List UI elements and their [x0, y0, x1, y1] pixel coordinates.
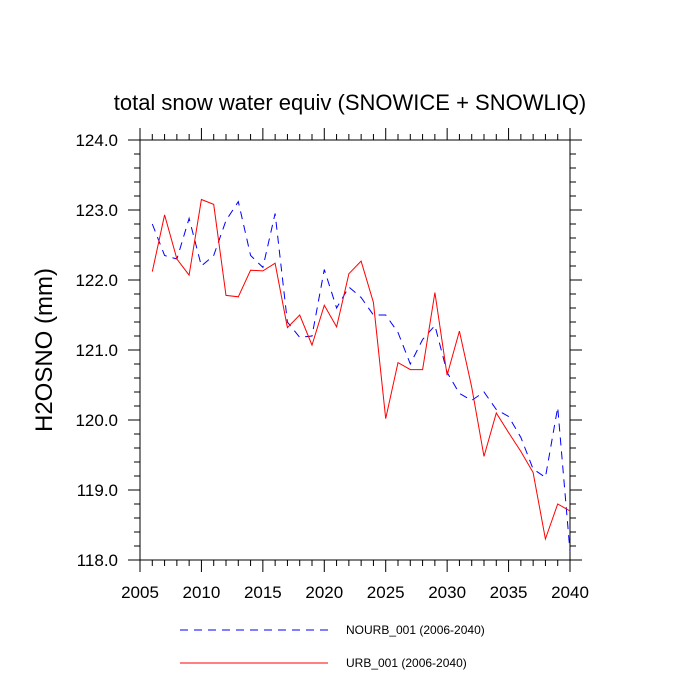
plot-area	[139, 139, 571, 561]
y-tick-label: 121.0	[75, 341, 118, 360]
x-tick-label: 2030	[428, 583, 466, 602]
legend: NOURB_001 (2006-2040) URB_001 (2006-2040)	[180, 623, 485, 670]
x-axis-tick-labels: 2005 2010 2015 2020 2025 2030 2035 2040	[121, 583, 589, 602]
series-lines	[151, 198, 571, 552]
legend-label-1: NOURB_001 (2006-2040)	[346, 623, 485, 637]
x-tick-label: 2005	[121, 583, 159, 602]
y-tick-label: 118.0	[77, 551, 118, 570]
x-tick-label: 2040	[551, 583, 589, 602]
y-tick-label: 124.0	[75, 131, 118, 150]
y-axis-label: H2OSNO (mm)	[31, 268, 58, 432]
series-line-2	[151, 198, 571, 541]
series-line-1	[151, 200, 571, 552]
chart-title: total snow water equiv (SNOWICE + SNOWLI…	[114, 90, 587, 115]
legend-label-2: URB_001 (2006-2040)	[346, 656, 467, 670]
plot-border	[139, 139, 571, 561]
x-tick-label: 2010	[183, 583, 221, 602]
y-tick-label: 120.0	[75, 411, 118, 430]
x-tick-label: 2020	[305, 583, 343, 602]
x-tick-label: 2025	[367, 583, 405, 602]
y-tick-label: 123.0	[75, 201, 118, 220]
y-tick-label: 122.0	[75, 271, 118, 290]
x-tick-label: 2015	[244, 583, 282, 602]
y-tick-label: 119.0	[77, 481, 118, 500]
axis-ticks	[128, 128, 582, 572]
x-tick-label: 2035	[490, 583, 528, 602]
y-axis-tick-labels: 118.0 119.0 120.0 121.0 122.0 123.0 124.0	[75, 131, 118, 570]
